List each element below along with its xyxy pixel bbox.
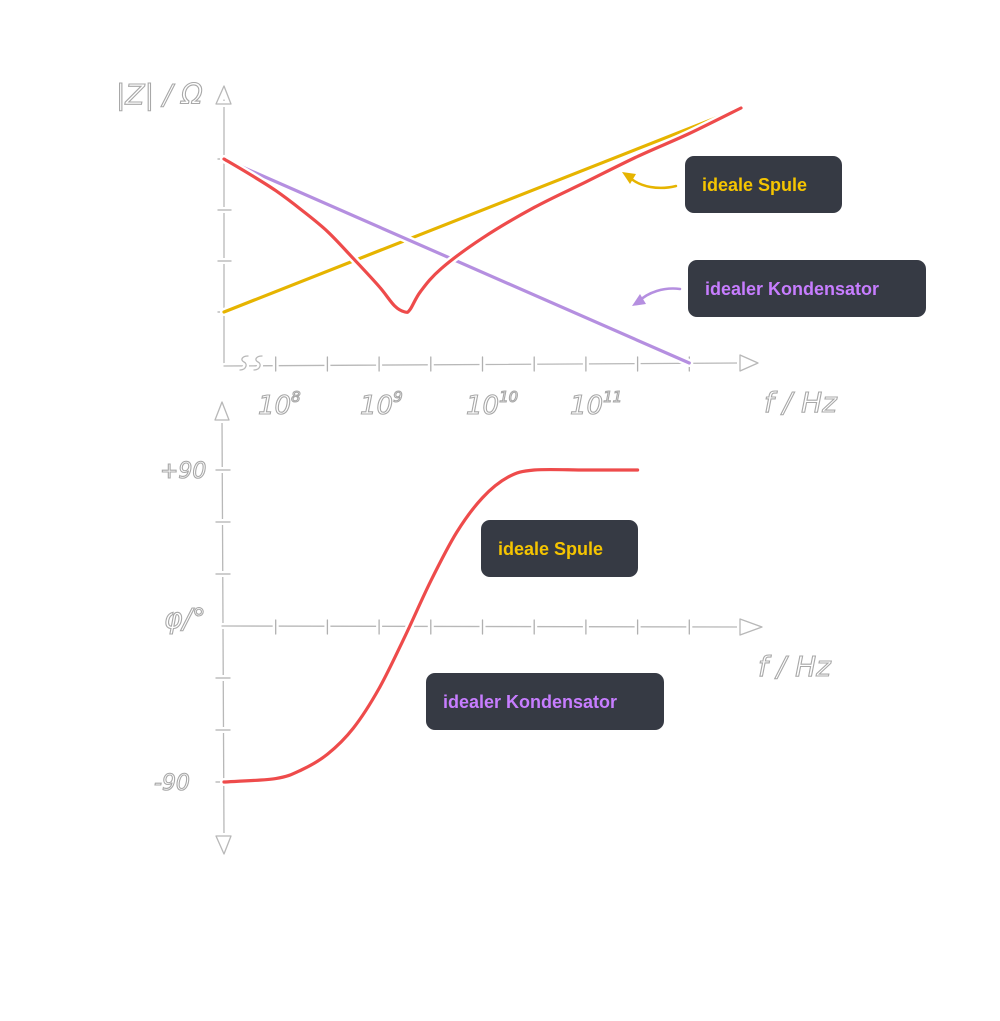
arrow-kondensator-icon bbox=[632, 285, 683, 306]
impedance-ylabel-halo: |Z| / Ω bbox=[116, 78, 203, 111]
phase-ylabel-halo: φ/° bbox=[164, 602, 206, 635]
legend-idealer-kondensator-bottom: idealer Kondensator bbox=[426, 673, 664, 730]
series-line bbox=[222, 106, 743, 314]
phase-ticks bbox=[213, 467, 693, 785]
legend-label: ideale Spule bbox=[498, 539, 603, 559]
x-tick-label: 1010 bbox=[466, 388, 518, 421]
phase-x-axis bbox=[219, 616, 765, 638]
phase-ytick-plus90: +90 bbox=[160, 459, 206, 484]
impedance-series bbox=[220, 104, 745, 367]
series-line bbox=[222, 467, 640, 784]
x-tick-label: 1010 bbox=[466, 388, 518, 421]
legend-label: idealer Kondensator bbox=[443, 692, 617, 712]
legend-idealer-kondensator-top: idealer Kondensator bbox=[688, 260, 926, 317]
phase-series bbox=[220, 465, 642, 786]
x-tick-label: 109 bbox=[360, 388, 403, 421]
phase-xlabel: f / Hz bbox=[758, 650, 832, 683]
phase-ytick-plus90-halo: +90 bbox=[160, 459, 206, 484]
legend-label: ideale Spule bbox=[702, 175, 807, 195]
x-tick-label: 1011 bbox=[570, 388, 622, 421]
phase-xlabel-halo: f / Hz bbox=[758, 650, 832, 683]
x-tick-label: 109 bbox=[360, 388, 403, 421]
x-tick-label: 1011 bbox=[570, 388, 622, 421]
x-tick-label: 108 bbox=[258, 388, 301, 421]
phase-ytick-minus90: -90 bbox=[154, 771, 190, 796]
phase-ylabel: φ/° bbox=[164, 602, 206, 635]
phase-ytick-minus90-halo: -90 bbox=[154, 771, 190, 796]
impedance-xlabel-halo: f / Hz bbox=[764, 386, 838, 419]
x-tick-label: 108 bbox=[258, 388, 301, 421]
impedance-ticks bbox=[215, 156, 693, 374]
arrow-spule-icon bbox=[622, 172, 679, 191]
series-line bbox=[222, 106, 743, 314]
phase-chart: φ/° φ/° f / Hz f / Hz +90 +90 -90 -90 id… bbox=[152, 399, 835, 857]
legend-ideale-spule-bottom: ideale Spule bbox=[481, 520, 638, 577]
impedance-xlabel: f / Hz bbox=[764, 386, 838, 419]
legend-ideale-spule-top: ideale Spule bbox=[685, 156, 842, 213]
legend-label: idealer Kondensator bbox=[705, 279, 879, 299]
impedance-ylabel: |Z| / Ω bbox=[116, 78, 203, 111]
impedance-y-axis bbox=[213, 83, 234, 369]
